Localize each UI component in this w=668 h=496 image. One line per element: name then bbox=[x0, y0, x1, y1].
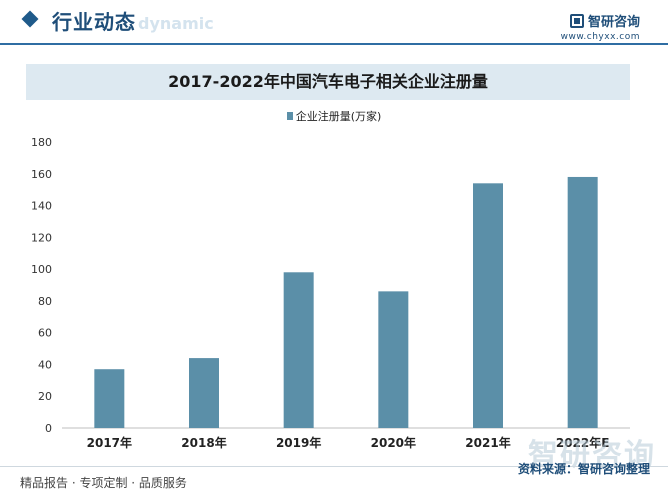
bar bbox=[378, 291, 409, 428]
brand-name: 智研咨询 bbox=[587, 15, 640, 30]
y-tick-label: 140 bbox=[31, 200, 52, 213]
chart-title: 2017-2022年中国汽车电子相关企业注册量 bbox=[168, 72, 488, 91]
y-tick-label: 120 bbox=[31, 231, 52, 244]
bar bbox=[94, 369, 125, 428]
y-tick-label: 160 bbox=[31, 168, 52, 181]
x-tick-label: 2021年 bbox=[465, 435, 510, 450]
x-tick-label: 2017年 bbox=[87, 435, 132, 450]
bar bbox=[283, 272, 314, 428]
x-tick-label: 2019年 bbox=[276, 435, 321, 450]
y-tick-label: 180 bbox=[31, 136, 52, 149]
y-tick-label: 20 bbox=[38, 390, 52, 403]
bar bbox=[567, 176, 598, 428]
legend-swatch bbox=[286, 112, 293, 120]
watermark-logo: 智研咨询 bbox=[528, 438, 656, 473]
chart-legend: 企业注册量(万家) bbox=[0, 108, 668, 124]
y-tick-label: 80 bbox=[38, 295, 52, 308]
header-title: 行业动态 bbox=[52, 10, 136, 34]
bars bbox=[94, 176, 598, 428]
brand-url: www.chyxx.com bbox=[560, 32, 640, 42]
y-tick-label: 40 bbox=[38, 358, 52, 371]
y-axis: 0 20 40 60 80 100 120 140 160 180 bbox=[31, 136, 630, 435]
x-tick-label: 2020年 bbox=[371, 435, 416, 450]
y-tick-label: 100 bbox=[31, 263, 52, 276]
footer-tagline: 精品报告 · 专项定制 · 品质服务 bbox=[20, 476, 187, 490]
y-tick-label: 0 bbox=[45, 422, 52, 435]
header-subtitle: dynamic bbox=[138, 14, 214, 33]
x-tick-label: 2018年 bbox=[181, 435, 226, 450]
x-tick-label: 2022年E bbox=[556, 435, 610, 450]
footer-divider bbox=[0, 466, 668, 467]
chart-title-band bbox=[26, 64, 630, 100]
brand-block: 智研咨询 www.chyxx.com bbox=[561, 11, 640, 42]
bar bbox=[473, 183, 503, 428]
brand-logo-icon bbox=[569, 13, 584, 28]
footer-source: 资料来源：智研咨询整理 bbox=[517, 462, 650, 476]
bar bbox=[189, 358, 219, 428]
page-header: dynamic 行业动态 智研咨询 www.chyxx.com bbox=[0, 0, 668, 46]
x-axis: 2017年 2018年 2019年 2020年 2021年 2022年E bbox=[87, 435, 610, 450]
legend-label: 企业注册量(万家) bbox=[295, 110, 382, 123]
y-tick-label: 60 bbox=[38, 327, 52, 340]
header-divider bbox=[0, 43, 668, 45]
